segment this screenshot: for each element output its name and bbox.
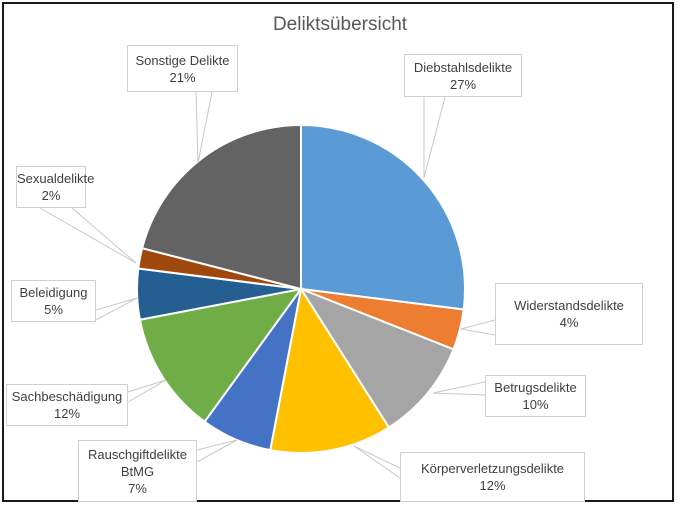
label-percent: 21%: [169, 69, 196, 85]
label-name: Rauschgiftdelikte: [88, 446, 187, 462]
leader-line-sexual: [39, 207, 137, 264]
pie-slice-körperverletzungsdelikte: [269, 286, 391, 455]
data-label-sach: Sachbeschädigung 12%: [6, 384, 128, 426]
label-percent: 27%: [449, 76, 477, 92]
pie-slice-betrugsdelikte: [298, 286, 455, 429]
leader-line-beleid: [95, 297, 138, 321]
label-name: Körperverletzungsdelikte: [420, 461, 565, 476]
label-name: Sonstige Delikte: [135, 52, 230, 68]
data-label-widerstand: Widerstandsdelikte 4%: [495, 283, 643, 345]
leader-line-sonstige: [195, 91, 213, 164]
label-name: Beleidigung: [19, 285, 88, 300]
chart-title: Deliktsübersicht: [272, 14, 408, 35]
label-percent: 12%: [479, 478, 506, 493]
leader-line-rausch: [196, 439, 238, 463]
leader-line-koerper: [353, 445, 401, 479]
pie-slices: [135, 123, 467, 455]
label-name: Sexualdelikte: [17, 171, 95, 186]
leader-line-sach: [127, 379, 167, 403]
label-name: Sachbeschädigung: [11, 389, 123, 404]
data-label-rausch: Rauschgiftdelikte BtMG 7%: [78, 440, 197, 502]
pie-slice-sachbeschädigung: [138, 287, 304, 424]
label-percent: 2%: [41, 188, 61, 203]
leader-lines: [39, 91, 496, 479]
pie-slice-diebstahlsdelikte: [300, 123, 467, 311]
data-label-sonstige: Sonstige Delikte 21%: [127, 45, 238, 92]
label-percent: 5%: [44, 302, 63, 317]
data-label-koerper: Körperverletzungsdelikte 12%: [400, 452, 585, 502]
label-name: Betrugsdelikte: [494, 380, 577, 395]
label-percent: 12%: [53, 406, 81, 421]
label-percent: 4%: [559, 315, 579, 330]
pie-slice-sonstige-delikte: [140, 123, 302, 291]
label-name: Diebstahlsdelikte: [413, 59, 513, 75]
leader-line-widerstand: [460, 319, 496, 336]
label-sub: BtMG: [120, 463, 155, 479]
data-label-betrug: Betrugsdelikte 10%: [485, 375, 586, 417]
label-percent: 10%: [522, 397, 549, 412]
label-percent: 7%: [128, 480, 147, 496]
data-label-sexual: Sexualdelikte 2%: [16, 166, 95, 208]
label-name: Widerstandsdelikte: [514, 298, 624, 313]
leader-line-diebstahl: [423, 96, 446, 179]
data-label-diebstahl: Diebstahlsdelikte 27%: [404, 54, 522, 97]
data-label-beleid: Beleidigung 5%: [11, 280, 96, 322]
leader-line-betrug: [432, 381, 486, 396]
